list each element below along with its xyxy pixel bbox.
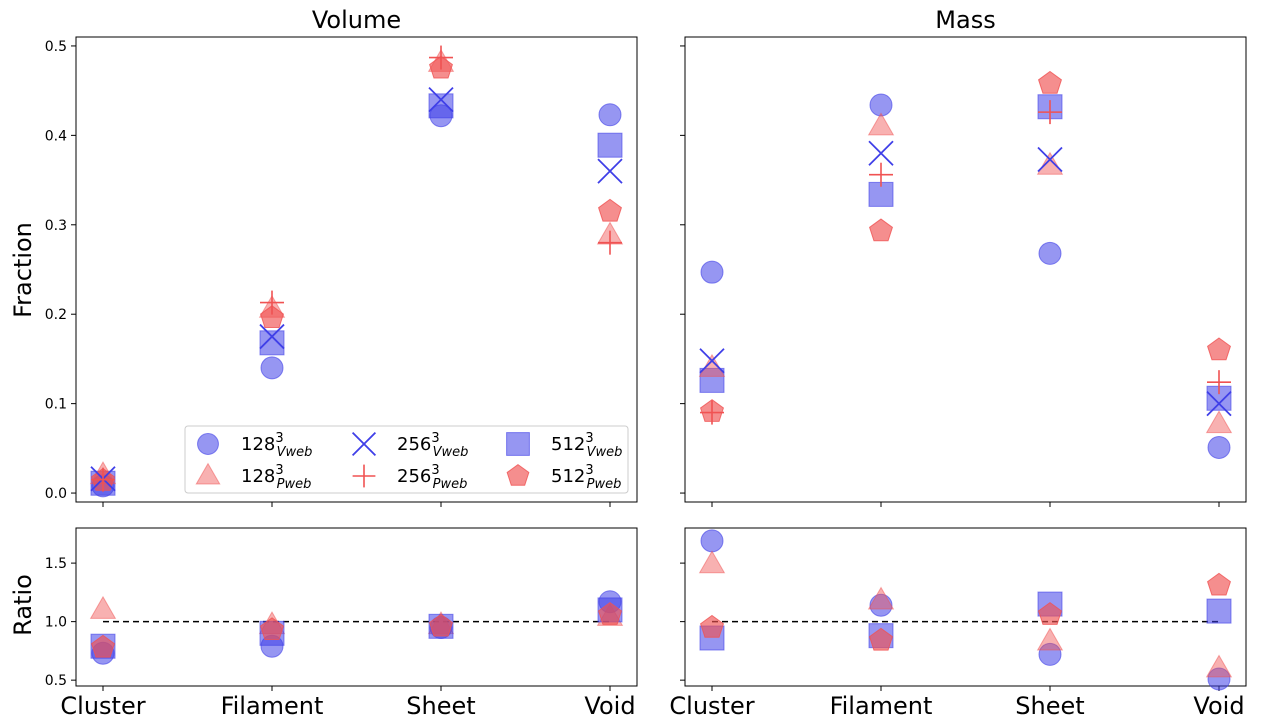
- point-square-filament: [260, 331, 284, 355]
- point-triangle-sheet: [1038, 153, 1063, 174]
- y-tick-label: 0.1: [45, 397, 67, 413]
- point-x-void: [598, 159, 622, 183]
- x-tick-label-void: Void: [1193, 692, 1244, 720]
- y-tick-label: 0.2: [45, 307, 67, 323]
- panel-title-volume: Volume: [312, 6, 401, 34]
- axes-frame-top: [685, 37, 1246, 502]
- point-circle-filament: [261, 357, 283, 379]
- y-tick-label: 0.5: [45, 39, 67, 55]
- point-plus-cluster: [700, 401, 724, 425]
- x-tick-label-sheet: Sheet: [1015, 692, 1084, 720]
- point-circle-sheet: [1039, 242, 1061, 264]
- axes-frame-bottom: [685, 528, 1246, 686]
- ratio-point-pentagon-void: [1208, 573, 1231, 595]
- ratio-point-triangle-cluster: [91, 597, 116, 618]
- y-tick-label: 1.5: [45, 556, 67, 572]
- x-tick-label-filament: Filament: [830, 692, 933, 720]
- point-pentagon-filament: [870, 219, 893, 241]
- point-pentagon-void: [1208, 338, 1231, 360]
- x-tick-label-cluster: Cluster: [669, 692, 754, 720]
- ratio-point-triangle-cluster: [700, 551, 725, 572]
- point-triangle-cluster: [700, 355, 725, 376]
- point-triangle-filament: [869, 113, 894, 134]
- point-circle-cluster: [701, 261, 723, 283]
- point-square-sheet: [429, 94, 453, 118]
- point-pentagon-sheet: [1039, 72, 1062, 94]
- ratio-point-triangle-sheet: [1038, 629, 1063, 650]
- point-circle-void: [599, 104, 621, 126]
- legend-marker-circle: [198, 434, 219, 455]
- y-tick-label: 1.0: [45, 615, 67, 631]
- point-circle-void: [1208, 436, 1230, 458]
- y-tick-label: 0.5: [45, 673, 67, 689]
- ratio-point-pentagon-cluster: [701, 615, 724, 637]
- x-tick-label-void: Void: [584, 692, 635, 720]
- x-tick-label-sheet: Sheet: [406, 692, 475, 720]
- point-square-void: [598, 133, 622, 157]
- axes-frame-bottom: [76, 528, 637, 686]
- ratio-point-circle-cluster: [701, 530, 723, 552]
- y-tick-label: 0.0: [45, 486, 67, 502]
- y-axis-label-ratio: Ratio: [9, 574, 37, 636]
- point-plus-void: [598, 231, 622, 255]
- point-x-filament: [869, 141, 893, 165]
- x-tick-label-cluster: Cluster: [60, 692, 145, 720]
- panel-title-mass: Mass: [935, 6, 995, 34]
- y-tick-label: 0.4: [45, 128, 67, 144]
- ratio-point-square-void: [1207, 599, 1231, 623]
- point-pentagon-void: [599, 199, 622, 221]
- point-triangle-void: [1207, 411, 1232, 432]
- legend-marker-square: [507, 433, 530, 456]
- x-tick-label-filament: Filament: [221, 692, 324, 720]
- y-tick-label: 0.3: [45, 218, 67, 234]
- ratio-point-triangle-void: [1207, 655, 1232, 676]
- y-axis-label-fraction: Fraction: [9, 222, 37, 318]
